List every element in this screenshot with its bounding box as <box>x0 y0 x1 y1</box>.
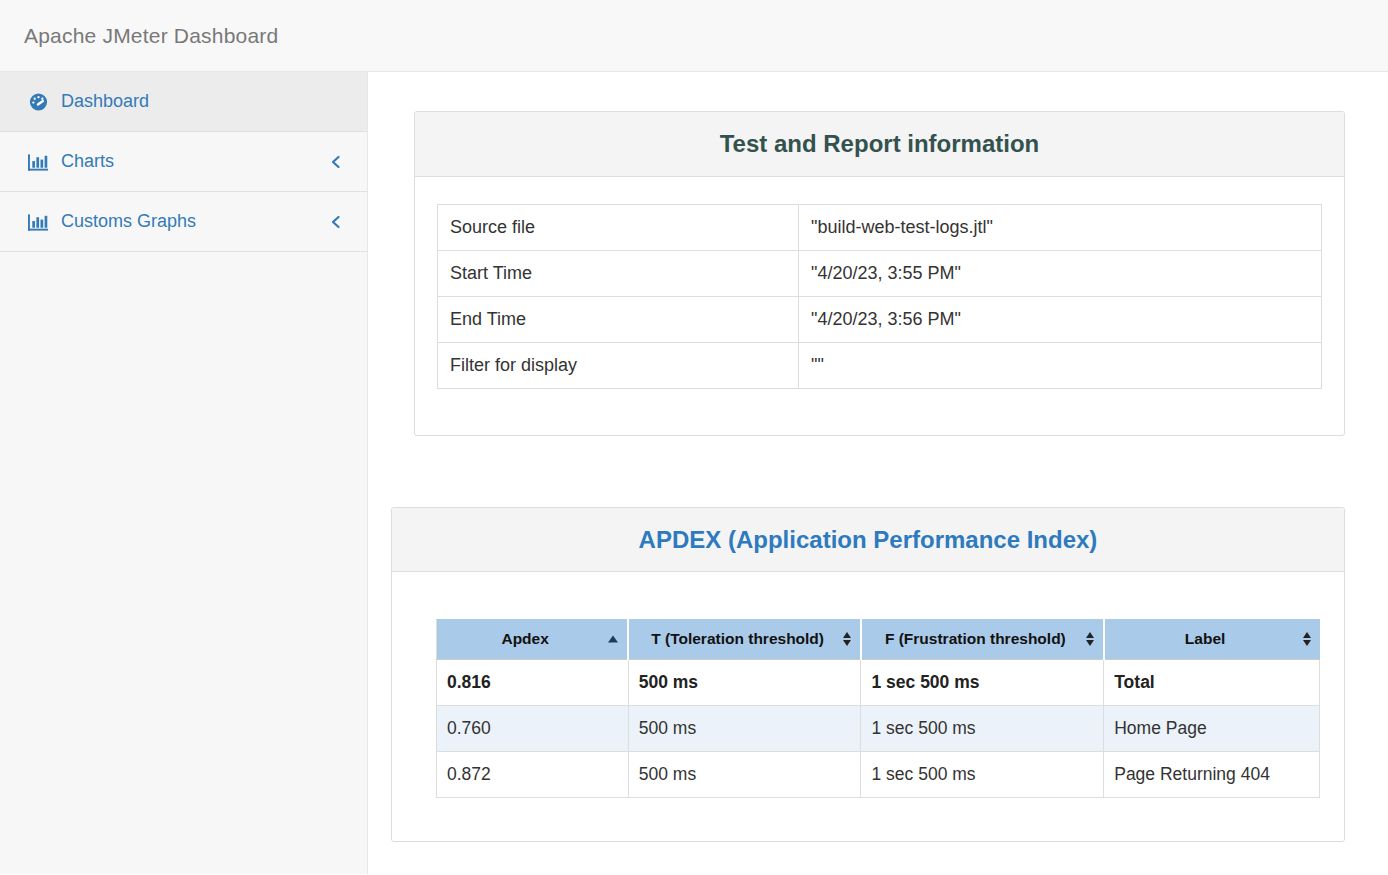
toleration-value: 500 ms <box>628 705 861 751</box>
apdex-value: 0.760 <box>437 705 629 751</box>
test-report-info-table: Source file "build-web-test-logs.jtl" St… <box>437 204 1322 389</box>
test-report-info-body: Source file "build-web-test-logs.jtl" St… <box>415 177 1344 435</box>
info-row-label: End Time <box>438 297 799 343</box>
main-layout: Dashboard Charts <box>0 72 1388 874</box>
info-row-value: "" <box>799 343 1322 389</box>
toleration-value: 500 ms <box>628 751 861 797</box>
test-report-info-header: Test and Report information <box>415 112 1344 177</box>
label-value: Total <box>1104 659 1320 705</box>
apdex-panel: APDEX (Application Performance Index) Ap… <box>391 507 1345 842</box>
sidebar-item-dashboard[interactable]: Dashboard <box>0 72 367 132</box>
table-row: End Time "4/20/23, 3:56 PM" <box>438 297 1322 343</box>
info-row-label: Start Time <box>438 251 799 297</box>
column-header-label: F (Frustration threshold) <box>885 630 1066 647</box>
label-value: Page Returning 404 <box>1104 751 1320 797</box>
bar-chart-icon <box>28 153 52 171</box>
main-content: Test and Report information Source file … <box>368 72 1388 874</box>
apdex-title: APDEX (Application Performance Index) <box>639 526 1098 554</box>
apdex-table: Apdex T (Toleration threshold) F (Frustr… <box>436 619 1320 798</box>
app-title: Apache JMeter Dashboard <box>24 24 278 48</box>
label-value: Home Page <box>1104 705 1320 751</box>
test-report-info-panel: Test and Report information Source file … <box>414 111 1345 436</box>
info-row-value: "4/20/23, 3:55 PM" <box>799 251 1322 297</box>
app-header: Apache JMeter Dashboard <box>0 0 1388 72</box>
apdex-header: APDEX (Application Performance Index) <box>392 508 1344 572</box>
column-header-frustration[interactable]: F (Frustration threshold) <box>861 619 1104 659</box>
sidebar-item-label: Charts <box>61 151 330 172</box>
table-header-row: Apdex T (Toleration threshold) F (Frustr… <box>437 619 1320 659</box>
table-row: 0.872 500 ms 1 sec 500 ms Page Returning… <box>437 751 1320 797</box>
toleration-value: 500 ms <box>628 659 861 705</box>
info-row-label: Filter for display <box>438 343 799 389</box>
test-report-info-title: Test and Report information <box>720 130 1040 158</box>
frustration-value: 1 sec 500 ms <box>861 751 1104 797</box>
sort-icon[interactable] <box>1303 632 1311 646</box>
column-header-label-col[interactable]: Label <box>1104 619 1320 659</box>
apdex-value: 0.872 <box>437 751 629 797</box>
apdex-body: Apdex T (Toleration threshold) F (Frustr… <box>392 572 1344 841</box>
table-row: Filter for display "" <box>438 343 1322 389</box>
info-row-label: Source file <box>438 205 799 251</box>
sidebar-item-label: Customs Graphs <box>61 211 330 232</box>
sort-icon[interactable] <box>843 632 851 646</box>
column-header-label: Label <box>1185 630 1225 647</box>
frustration-value: 1 sec 500 ms <box>861 659 1104 705</box>
sort-ascending-icon[interactable] <box>608 635 618 642</box>
table-row: 0.760 500 ms 1 sec 500 ms Home Page <box>437 705 1320 751</box>
column-header-toleration[interactable]: T (Toleration threshold) <box>628 619 861 659</box>
frustration-value: 1 sec 500 ms <box>861 705 1104 751</box>
sidebar: Dashboard Charts <box>0 72 368 874</box>
dashboard-gauge-icon <box>28 92 52 112</box>
bar-chart-icon <box>28 213 52 231</box>
sidebar-item-charts[interactable]: Charts <box>0 132 367 192</box>
table-row: Start Time "4/20/23, 3:55 PM" <box>438 251 1322 297</box>
apdex-value: 0.816 <box>437 659 629 705</box>
sidebar-item-label: Dashboard <box>61 91 341 112</box>
table-row: 0.816 500 ms 1 sec 500 ms Total <box>437 659 1320 705</box>
column-header-apdex[interactable]: Apdex <box>437 619 629 659</box>
column-header-label: Apdex <box>501 630 548 647</box>
info-row-value: "build-web-test-logs.jtl" <box>799 205 1322 251</box>
chevron-left-icon[interactable] <box>330 213 341 231</box>
table-row: Source file "build-web-test-logs.jtl" <box>438 205 1322 251</box>
sidebar-item-customs-graphs[interactable]: Customs Graphs <box>0 192 367 252</box>
info-row-value: "4/20/23, 3:56 PM" <box>799 297 1322 343</box>
column-header-label: T (Toleration threshold) <box>651 630 824 647</box>
sort-icon[interactable] <box>1086 632 1094 646</box>
chevron-left-icon[interactable] <box>330 153 341 171</box>
